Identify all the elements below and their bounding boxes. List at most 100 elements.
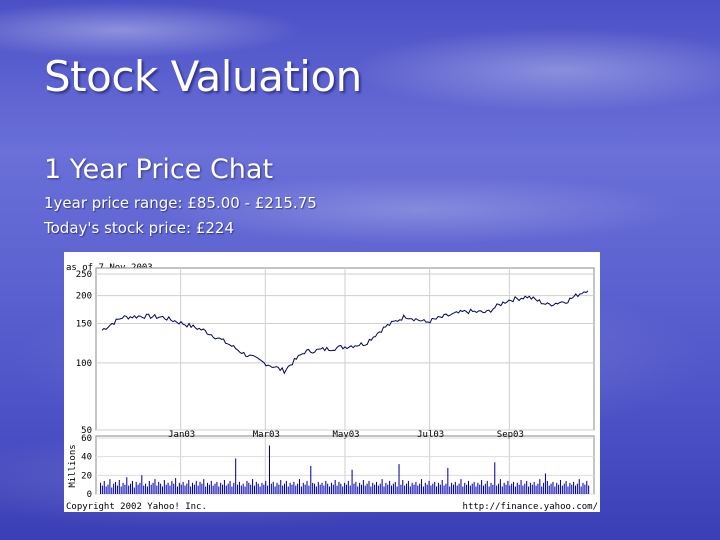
volume-bar <box>295 485 297 494</box>
volume-bar <box>178 482 180 494</box>
volume-bar <box>501 486 503 494</box>
volume-bar <box>531 484 533 494</box>
volume-bar <box>319 484 321 494</box>
volume-bar <box>503 482 505 494</box>
volume-bar <box>392 483 394 494</box>
volume-bar <box>484 483 486 494</box>
volume-bar <box>291 484 293 494</box>
volume-bar <box>171 480 173 494</box>
volume-bar <box>533 481 535 494</box>
stock-chart: as of 7 Nov 200325020015010050Jan03Mar03… <box>64 252 600 512</box>
volume-bar <box>285 480 287 494</box>
volume-bar <box>111 487 113 494</box>
volume-bar <box>492 484 494 494</box>
price-tick-label: 50 <box>81 426 92 436</box>
volume-bar <box>317 481 319 494</box>
slide-subtitle: 1 Year Price Chat <box>44 154 274 185</box>
volume-bar <box>330 482 332 494</box>
volume-bar <box>165 484 167 494</box>
volume-bar <box>479 484 481 494</box>
volume-bar <box>582 482 584 494</box>
volume-bar <box>101 485 103 494</box>
volume-bar <box>368 480 370 494</box>
volume-bar <box>586 480 588 494</box>
volume-bar <box>205 486 207 494</box>
volume-bar <box>488 486 490 494</box>
volume-bar <box>302 482 304 494</box>
volume-bar <box>113 483 115 494</box>
volume-bar <box>524 483 526 494</box>
volume-bar <box>528 486 530 494</box>
volume-bar <box>261 482 263 494</box>
volume-bar <box>107 484 109 494</box>
volume-bar <box>257 483 259 494</box>
volume-bar <box>415 481 417 494</box>
volume-bar <box>227 483 229 494</box>
volume-bar <box>143 485 145 494</box>
volume-bar <box>255 481 257 494</box>
volume-bar <box>561 485 563 494</box>
volume-bar <box>364 485 366 494</box>
volume-bar <box>571 484 573 494</box>
volume-bar <box>201 483 203 494</box>
volume-bar <box>191 482 194 494</box>
volume-bar <box>207 482 209 494</box>
volume-bar <box>345 484 347 494</box>
volume-bar <box>514 486 516 494</box>
volume-bar <box>229 480 231 494</box>
volume-bar <box>569 482 571 494</box>
volume-bar <box>375 481 378 494</box>
volume-bar <box>436 486 438 494</box>
volume-bar <box>573 481 575 494</box>
volume-bar <box>150 484 152 494</box>
volume-bar <box>105 486 107 494</box>
volume-bar <box>203 479 205 494</box>
volume-bar <box>265 480 267 494</box>
price-range-text: 1year price range: £85.00 - £215.75 <box>44 194 317 212</box>
volume-bar <box>336 485 338 494</box>
volume-bar <box>467 480 469 494</box>
volume-bar <box>366 483 368 494</box>
volume-bar <box>419 483 421 494</box>
volume-bar <box>173 483 175 494</box>
volume-bar <box>148 480 150 494</box>
volume-bar <box>259 486 261 494</box>
volume-bar <box>188 480 190 494</box>
volume-bar <box>400 484 402 494</box>
volume-bar <box>299 479 301 494</box>
volume-bar <box>115 481 117 494</box>
volume-bar <box>441 480 443 494</box>
volume-bar <box>308 485 310 494</box>
volume-bar <box>146 486 148 494</box>
volume-bar <box>156 485 158 494</box>
volume-bar <box>280 480 282 494</box>
volume-bar <box>231 486 233 494</box>
volume-bar <box>184 485 186 494</box>
volume-bar <box>163 480 165 494</box>
volume-bar <box>451 482 453 494</box>
volume-bar <box>214 483 216 494</box>
volume-bar <box>402 480 404 494</box>
price-tick-label: 150 <box>76 320 92 330</box>
volume-bar <box>537 483 539 494</box>
volume-bar <box>118 480 120 494</box>
volume-bar <box>100 482 102 494</box>
stock-chart-svg: as of 7 Nov 200325020015010050Jan03Mar03… <box>66 263 598 512</box>
volume-bar <box>437 482 439 494</box>
volume-bar <box>276 482 278 494</box>
x-tick-label: Mar03 <box>253 430 280 440</box>
volume-bar <box>578 479 580 494</box>
volume-bar <box>197 485 199 494</box>
volume-bar <box>176 486 178 494</box>
volume-bar <box>498 483 500 494</box>
volume-bar <box>518 484 520 494</box>
volume-bar <box>379 483 381 494</box>
volume-bar <box>434 481 436 494</box>
volume-bar <box>126 477 128 494</box>
volume-bar <box>238 481 240 494</box>
volume-bar <box>218 486 220 494</box>
volume-bar <box>158 481 160 494</box>
volume-bar <box>131 480 133 494</box>
volume-bar <box>220 482 222 494</box>
volume-bar <box>116 485 118 494</box>
